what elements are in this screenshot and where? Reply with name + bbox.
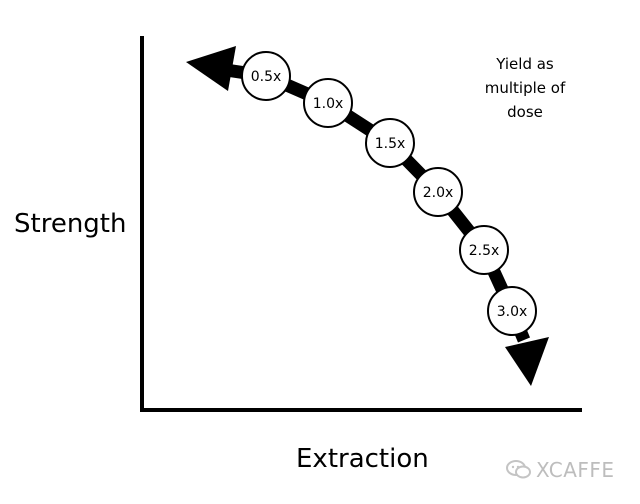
yield-node-circle bbox=[365, 118, 415, 168]
yield-node-label: 1.5x bbox=[375, 136, 406, 152]
yield-node: 0.5x bbox=[241, 51, 291, 101]
y-axis-label: Strength bbox=[14, 209, 127, 239]
x-axis-label: Extraction bbox=[296, 444, 429, 474]
yield-node-circle bbox=[487, 286, 537, 336]
yield-node-label: 1.0x bbox=[313, 96, 344, 112]
yield-node-circle bbox=[459, 225, 509, 275]
yield-node: 1.0x bbox=[303, 78, 353, 128]
arrowhead-down-right bbox=[505, 337, 549, 386]
yield-node: 2.5x bbox=[459, 225, 509, 275]
yield-nodes: 0.5x 1.0x 1.5x 2.0x 2.5x 3.0x bbox=[241, 51, 537, 336]
yield-node-circle bbox=[241, 51, 291, 101]
yield-node-circle bbox=[413, 167, 463, 217]
watermark: XCAFFE bbox=[506, 458, 615, 482]
legend-note: Yield as multiple of dose bbox=[484, 55, 566, 121]
watermark-text: XCAFFE bbox=[536, 458, 615, 482]
yield-node: 3.0x bbox=[487, 286, 537, 336]
axes bbox=[140, 36, 582, 412]
yield-node-label: 2.0x bbox=[423, 185, 454, 201]
yield-node-label: 0.5x bbox=[251, 69, 282, 85]
yield-node-circle bbox=[303, 78, 353, 128]
wechat-icon bbox=[506, 460, 531, 479]
arrowhead-up-left bbox=[186, 46, 236, 91]
yield-node-label: 2.5x bbox=[469, 243, 500, 259]
yield-node-label: 3.0x bbox=[497, 304, 528, 320]
yield-node: 1.5x bbox=[365, 118, 415, 168]
yield-node: 2.0x bbox=[413, 167, 463, 217]
